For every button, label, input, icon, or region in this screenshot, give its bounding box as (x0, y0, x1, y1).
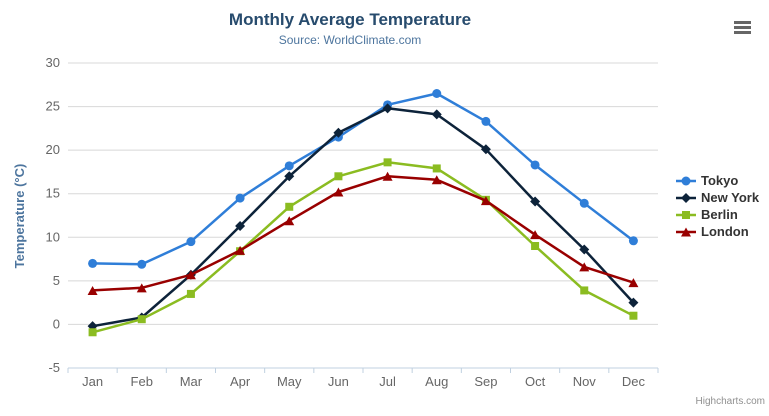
series-tokyo (88, 89, 638, 269)
data-point-berlin[interactable] (186, 289, 195, 298)
legend-marker-circle-icon (676, 176, 696, 185)
data-point-tokyo[interactable] (579, 198, 589, 208)
data-point-new-york[interactable] (333, 127, 344, 138)
data-point-berlin[interactable] (432, 164, 441, 173)
x-axis-tick-label: Aug (425, 374, 448, 389)
legend-item-berlin[interactable]: Berlin (676, 206, 759, 223)
data-point-new-york[interactable] (579, 244, 590, 255)
x-axis-tick-label: Dec (622, 374, 646, 389)
data-point-tokyo[interactable] (481, 116, 491, 126)
legend-label: Berlin (701, 207, 738, 222)
data-point-tokyo[interactable] (284, 161, 294, 171)
y-axis-tick-label: 15 (46, 186, 60, 201)
chart-subtitle: Source: WorldClimate.com (278, 33, 422, 47)
data-point-berlin[interactable] (137, 315, 146, 324)
series-berlin (88, 158, 638, 337)
data-point-london[interactable] (480, 196, 491, 206)
x-axis-tick-label: Oct (525, 374, 546, 389)
data-point-london[interactable] (333, 187, 344, 197)
axes: -5 0 5 10 15 20 25 30 Jan Feb Mar Apr May Jun Jul Aug Se… (46, 55, 659, 389)
legend-item-new-york[interactable]: New York (676, 189, 759, 206)
data-point-new-york[interactable] (530, 196, 541, 207)
series-line-london[interactable] (91, 175, 635, 292)
data-point-london[interactable] (628, 278, 639, 288)
x-axis-tick-label: Jul (379, 374, 396, 389)
data-point-london[interactable] (431, 175, 442, 185)
y-axis-title: Temperature (°C) (12, 164, 27, 269)
y-axis-tick-label: 30 (46, 55, 60, 70)
legend-label: New York (701, 190, 760, 205)
gridlines (68, 62, 658, 369)
data-point-london[interactable] (235, 245, 246, 255)
data-point-tokyo[interactable] (235, 193, 245, 203)
legend-item-tokyo[interactable]: Tokyo (676, 172, 759, 189)
legend-marker-shape[interactable] (681, 192, 691, 203)
legend-marker-shape[interactable] (682, 210, 690, 219)
data-point-new-york[interactable] (480, 144, 491, 155)
data-point-london[interactable] (382, 171, 393, 181)
credits-link[interactable]: Highcharts.com (695, 396, 765, 407)
data-point-tokyo[interactable] (88, 258, 98, 268)
data-point-tokyo[interactable] (530, 160, 540, 170)
series-line-new-york[interactable] (91, 107, 635, 328)
data-point-berlin[interactable] (531, 242, 540, 250)
legend-marker-shape[interactable] (681, 176, 691, 185)
legend-marker-diamond-icon (676, 192, 696, 203)
legend: Tokyo New York Berlin London (676, 172, 759, 240)
x-axis-tick-label: Sep (474, 374, 497, 389)
export-menu-button[interactable] (732, 16, 758, 38)
data-point-new-york[interactable] (628, 297, 639, 308)
legend-marker-square-icon (676, 210, 696, 219)
data-point-london[interactable] (185, 270, 196, 280)
x-axis-tick-label: Feb (131, 374, 153, 389)
data-point-berlin[interactable] (88, 328, 97, 337)
data-point-berlin[interactable] (334, 172, 343, 181)
x-axis-tick-label: Apr (230, 374, 251, 389)
y-axis-tick-label: -5 (48, 360, 60, 375)
data-point-berlin[interactable] (285, 202, 294, 211)
y-axis-tick-label: 25 (46, 99, 60, 114)
legend-label: London (701, 224, 749, 239)
data-point-new-york[interactable] (235, 220, 246, 231)
series-london (87, 171, 639, 295)
chart-title: Monthly Average Temperature (228, 10, 472, 29)
series (87, 89, 639, 337)
data-point-london[interactable] (530, 230, 541, 240)
data-point-berlin[interactable] (580, 286, 589, 295)
legend-marker-triangle-icon (676, 227, 696, 236)
legend-label: Tokyo (701, 173, 739, 188)
data-point-new-york[interactable] (431, 109, 442, 120)
data-point-berlin[interactable] (383, 158, 392, 167)
y-axis-tick-label: 20 (46, 142, 60, 157)
data-point-tokyo[interactable] (628, 236, 638, 246)
data-point-tokyo[interactable] (186, 237, 196, 247)
data-point-london[interactable] (87, 285, 98, 295)
data-point-london[interactable] (136, 283, 147, 293)
x-axis-tick-label: Nov (573, 374, 597, 389)
series-new-york (87, 103, 639, 332)
y-axis-tick-label: 5 (53, 273, 60, 288)
x-axis-tick-label: May (277, 374, 302, 389)
x-axis-tick-label: Jan (82, 374, 103, 389)
y-axis-tick-label: 10 (46, 229, 60, 244)
legend-marker-shape[interactable] (681, 227, 691, 236)
data-point-berlin[interactable] (629, 311, 638, 320)
data-point-london[interactable] (284, 216, 295, 226)
data-point-new-york[interactable] (284, 171, 295, 182)
legend-item-london[interactable]: London (676, 223, 759, 240)
data-point-london[interactable] (579, 262, 590, 272)
data-point-new-york[interactable] (382, 103, 393, 114)
series-line-berlin[interactable] (91, 161, 635, 334)
x-axis-tick-label: Jun (328, 374, 349, 389)
data-point-tokyo[interactable] (137, 259, 147, 269)
y-axis-tick-label: 0 (53, 316, 60, 331)
x-axis-tick-label: Mar (180, 374, 203, 389)
data-point-tokyo[interactable] (432, 89, 442, 98)
